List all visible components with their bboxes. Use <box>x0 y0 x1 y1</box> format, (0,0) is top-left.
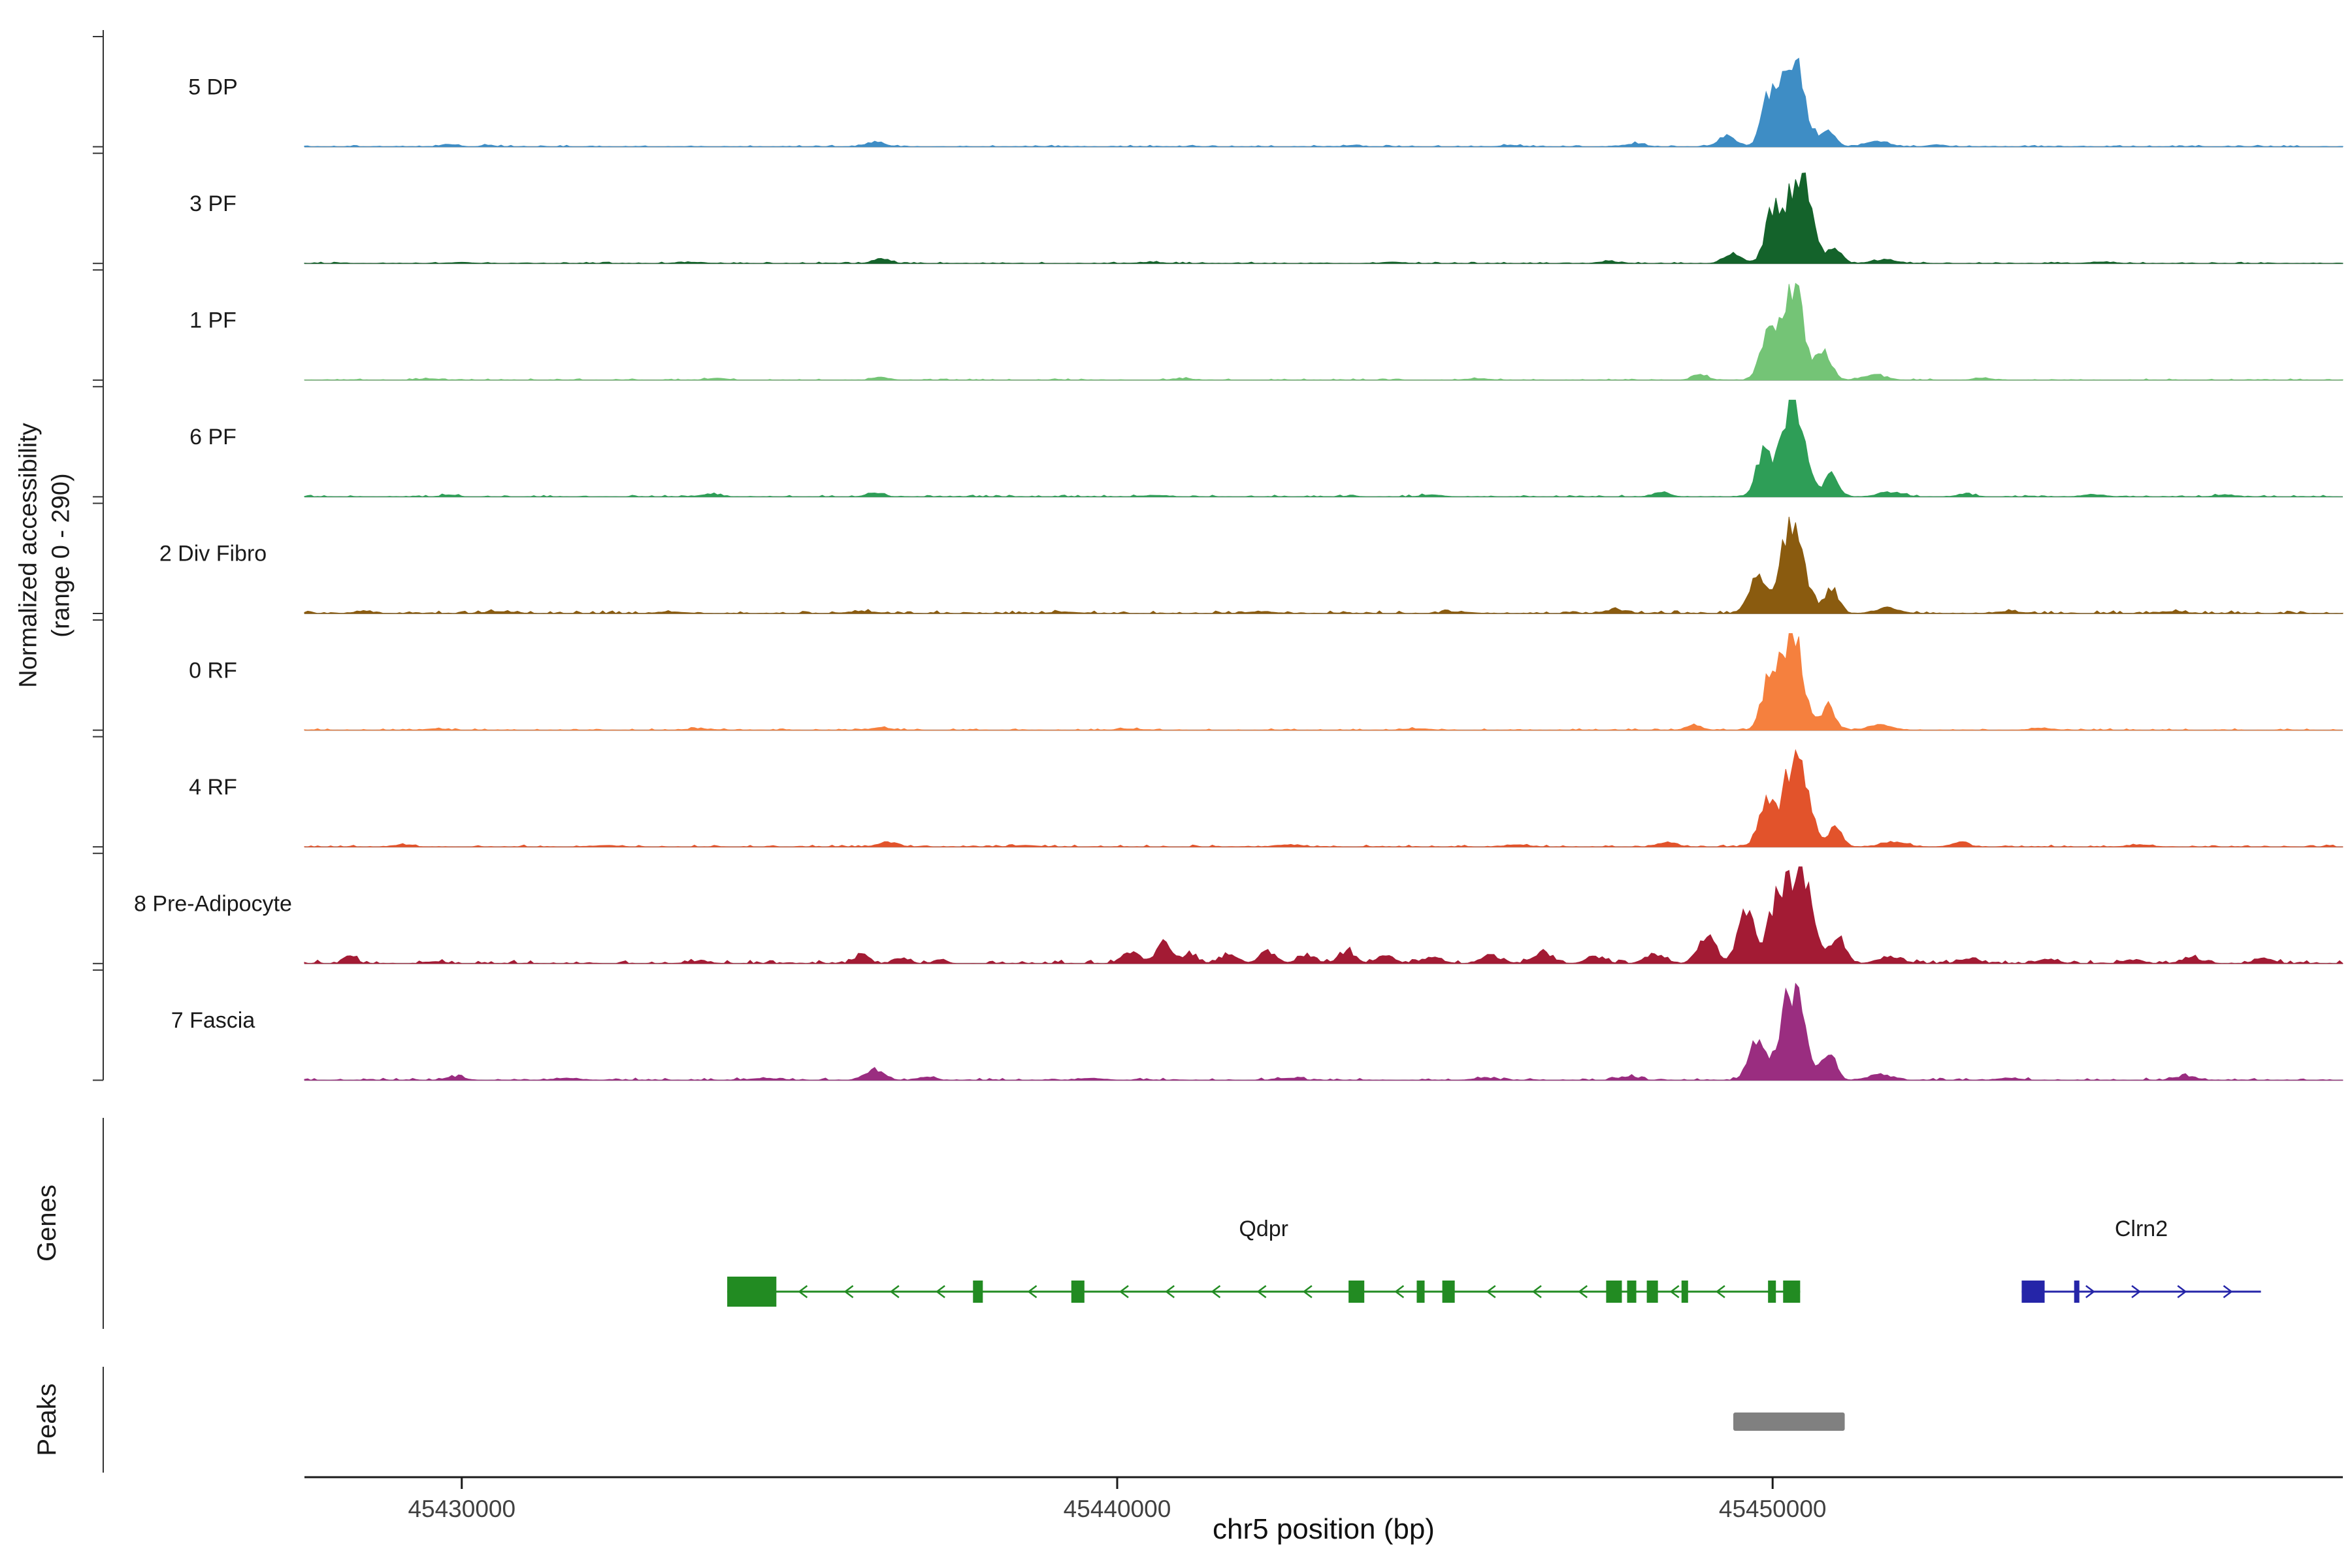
gene-exon-clrn2 <box>2074 1281 2080 1303</box>
track-signal-3-pf <box>304 172 2344 264</box>
track-signal-4-rf <box>304 749 2344 847</box>
gene-strand-arrow <box>1531 1285 1542 1298</box>
gene-exon-qdpr <box>1416 1281 1425 1303</box>
gene-exon-qdpr <box>1348 1281 1365 1303</box>
gene-strand-arrow <box>2223 1285 2233 1298</box>
track-label-0-rf: 0 RF <box>189 658 237 683</box>
track-signal-2-div-fibro <box>304 516 2344 614</box>
y-axis-label: Normalized accessibility (range 0 - 290) <box>12 0 83 1117</box>
gene-strand-arrow <box>936 1285 945 1298</box>
gene-exon-qdpr <box>1646 1281 1658 1303</box>
track-label-3-pf: 3 PF <box>189 191 237 216</box>
gene-exon-qdpr <box>727 1277 777 1307</box>
y-axis-label-line1: Normalized accessibility <box>14 423 42 688</box>
track-signal-0-rf <box>304 633 2343 731</box>
peak-bar <box>1733 1413 1845 1431</box>
gene-strand-arrow <box>1669 1285 1680 1298</box>
x-axis-tick-label: 45430000 <box>408 1495 515 1522</box>
gene-strand-arrow <box>889 1285 900 1298</box>
track-signal-7-fascia <box>304 983 2344 1081</box>
track-label-4-rf: 4 RF <box>189 775 237 800</box>
x-axis-tick-label: 45450000 <box>1719 1495 1827 1522</box>
gene-name-clrn2: Clrn2 <box>2115 1217 2168 1241</box>
gene-strand-arrow <box>798 1285 808 1298</box>
gene-strand-arrow <box>843 1285 854 1298</box>
gene-exon-qdpr <box>1783 1281 1801 1303</box>
gene-strand-arrow <box>1119 1285 1129 1298</box>
x-axis-tick-label: 45440000 <box>1064 1495 1171 1522</box>
gene-strand-arrow <box>1165 1285 1175 1298</box>
gene-strand-arrow <box>1486 1285 1496 1298</box>
track-signal-5-dp <box>304 57 2344 148</box>
gene-exon-qdpr <box>1606 1281 1622 1303</box>
gene-strand-arrow <box>1302 1285 1313 1298</box>
gene-name-qdpr: Qdpr <box>1239 1217 1288 1241</box>
gene-strand-arrow <box>1211 1285 1221 1298</box>
gene-strand-arrow <box>1256 1285 1267 1298</box>
track-label-2-div-fibro: 2 Div Fibro <box>159 542 267 566</box>
gene-strand-arrow <box>1578 1285 1588 1298</box>
track-label-5-dp: 5 DP <box>188 74 238 99</box>
gene-strand-arrow <box>2177 1285 2187 1298</box>
track-signal-6-pf <box>304 399 2343 497</box>
gene-exon-qdpr <box>1627 1281 1637 1303</box>
gene-exon-clrn2 <box>2021 1281 2045 1303</box>
y-axis-label-line2: (range 0 - 290) <box>47 473 75 638</box>
track-label-8-pre-adipocyte: 8 Pre-Adipocyte <box>134 891 292 916</box>
track-label-7-fascia: 7 Fascia <box>171 1008 255 1033</box>
gene-strand-arrow <box>1715 1285 1725 1298</box>
genes-section-label: Genes <box>33 1184 61 1262</box>
track-label-6-pf: 6 PF <box>189 425 237 449</box>
peaks-section-label: Peaks <box>33 1383 61 1456</box>
gene-exon-qdpr <box>1681 1281 1688 1303</box>
gene-strand-arrow <box>1027 1285 1037 1298</box>
gene-strand-arrow <box>2131 1285 2142 1298</box>
gene-strand-arrow <box>1394 1285 1405 1298</box>
track-signal-8-pre-adipocyte <box>304 866 2344 964</box>
gene-exon-qdpr <box>1442 1281 1455 1303</box>
gene-strand-arrow <box>2085 1285 2095 1298</box>
x-axis-title: chr5 position (bp) <box>1213 1513 1435 1545</box>
gene-exon-qdpr <box>973 1281 983 1303</box>
track-signal-1-pf <box>304 282 2344 381</box>
gene-exon-qdpr <box>1071 1281 1085 1303</box>
gene-exon-qdpr <box>1768 1281 1776 1303</box>
track-label-1-pf: 1 PF <box>189 308 237 333</box>
